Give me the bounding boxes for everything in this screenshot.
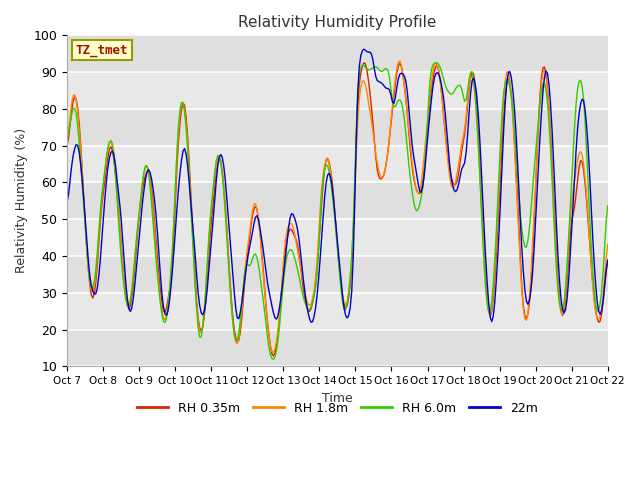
Bar	[67, 256, 608, 293]
Bar	[67, 109, 608, 145]
RH 6.0m	[63, 134, 71, 140]
22m	[577, 101, 584, 107]
Bar	[67, 330, 608, 366]
RH 6.0m	[252, 251, 259, 257]
RH 0.35m	[243, 262, 250, 267]
RH 1.8m	[63, 137, 71, 143]
Line: RH 0.35m: RH 0.35m	[67, 63, 608, 356]
Bar	[67, 145, 608, 182]
RH 0.35m	[301, 296, 309, 302]
RH 1.8m	[269, 349, 277, 355]
Bar	[67, 182, 608, 219]
22m	[243, 264, 250, 270]
RH 0.35m	[269, 353, 277, 359]
RH 6.0m	[243, 262, 250, 267]
RH 0.35m	[604, 259, 612, 265]
RH 6.0m	[269, 356, 277, 362]
RH 6.0m	[432, 60, 440, 65]
Bar	[67, 36, 608, 72]
Bar	[67, 219, 608, 256]
RH 6.0m	[604, 203, 612, 208]
Title: Relativity Humidity Profile: Relativity Humidity Profile	[238, 15, 436, 30]
RH 1.8m	[604, 241, 612, 247]
RH 6.0m	[577, 77, 584, 83]
RH 1.8m	[225, 250, 232, 256]
Line: 22m: 22m	[67, 49, 608, 322]
Text: TZ_tmet: TZ_tmet	[76, 44, 128, 57]
22m	[63, 199, 71, 205]
22m	[225, 214, 232, 220]
Bar	[67, 72, 608, 109]
RH 0.35m	[225, 249, 232, 255]
RH 6.0m	[129, 275, 137, 280]
RH 0.35m	[63, 142, 71, 147]
22m	[360, 47, 367, 52]
Legend: RH 0.35m, RH 1.8m, RH 6.0m, 22m: RH 0.35m, RH 1.8m, RH 6.0m, 22m	[132, 396, 543, 420]
RH 6.0m	[225, 258, 232, 264]
RH 0.35m	[129, 280, 137, 286]
RH 1.8m	[129, 269, 137, 275]
X-axis label: Time: Time	[322, 392, 353, 405]
Line: RH 6.0m: RH 6.0m	[67, 62, 608, 359]
RH 1.8m	[396, 58, 404, 64]
RH 6.0m	[301, 300, 309, 306]
22m	[252, 215, 259, 220]
22m	[604, 257, 612, 263]
RH 1.8m	[577, 149, 584, 155]
RH 1.8m	[301, 290, 309, 296]
22m	[300, 278, 307, 284]
22m	[129, 295, 137, 300]
Y-axis label: Relativity Humidity (%): Relativity Humidity (%)	[15, 128, 28, 274]
RH 0.35m	[252, 204, 259, 209]
22m	[307, 319, 315, 325]
RH 1.8m	[243, 254, 250, 260]
Bar	[67, 293, 608, 330]
Line: RH 1.8m: RH 1.8m	[67, 61, 608, 352]
RH 0.35m	[577, 158, 584, 164]
RH 0.35m	[360, 60, 367, 66]
RH 1.8m	[252, 201, 259, 206]
